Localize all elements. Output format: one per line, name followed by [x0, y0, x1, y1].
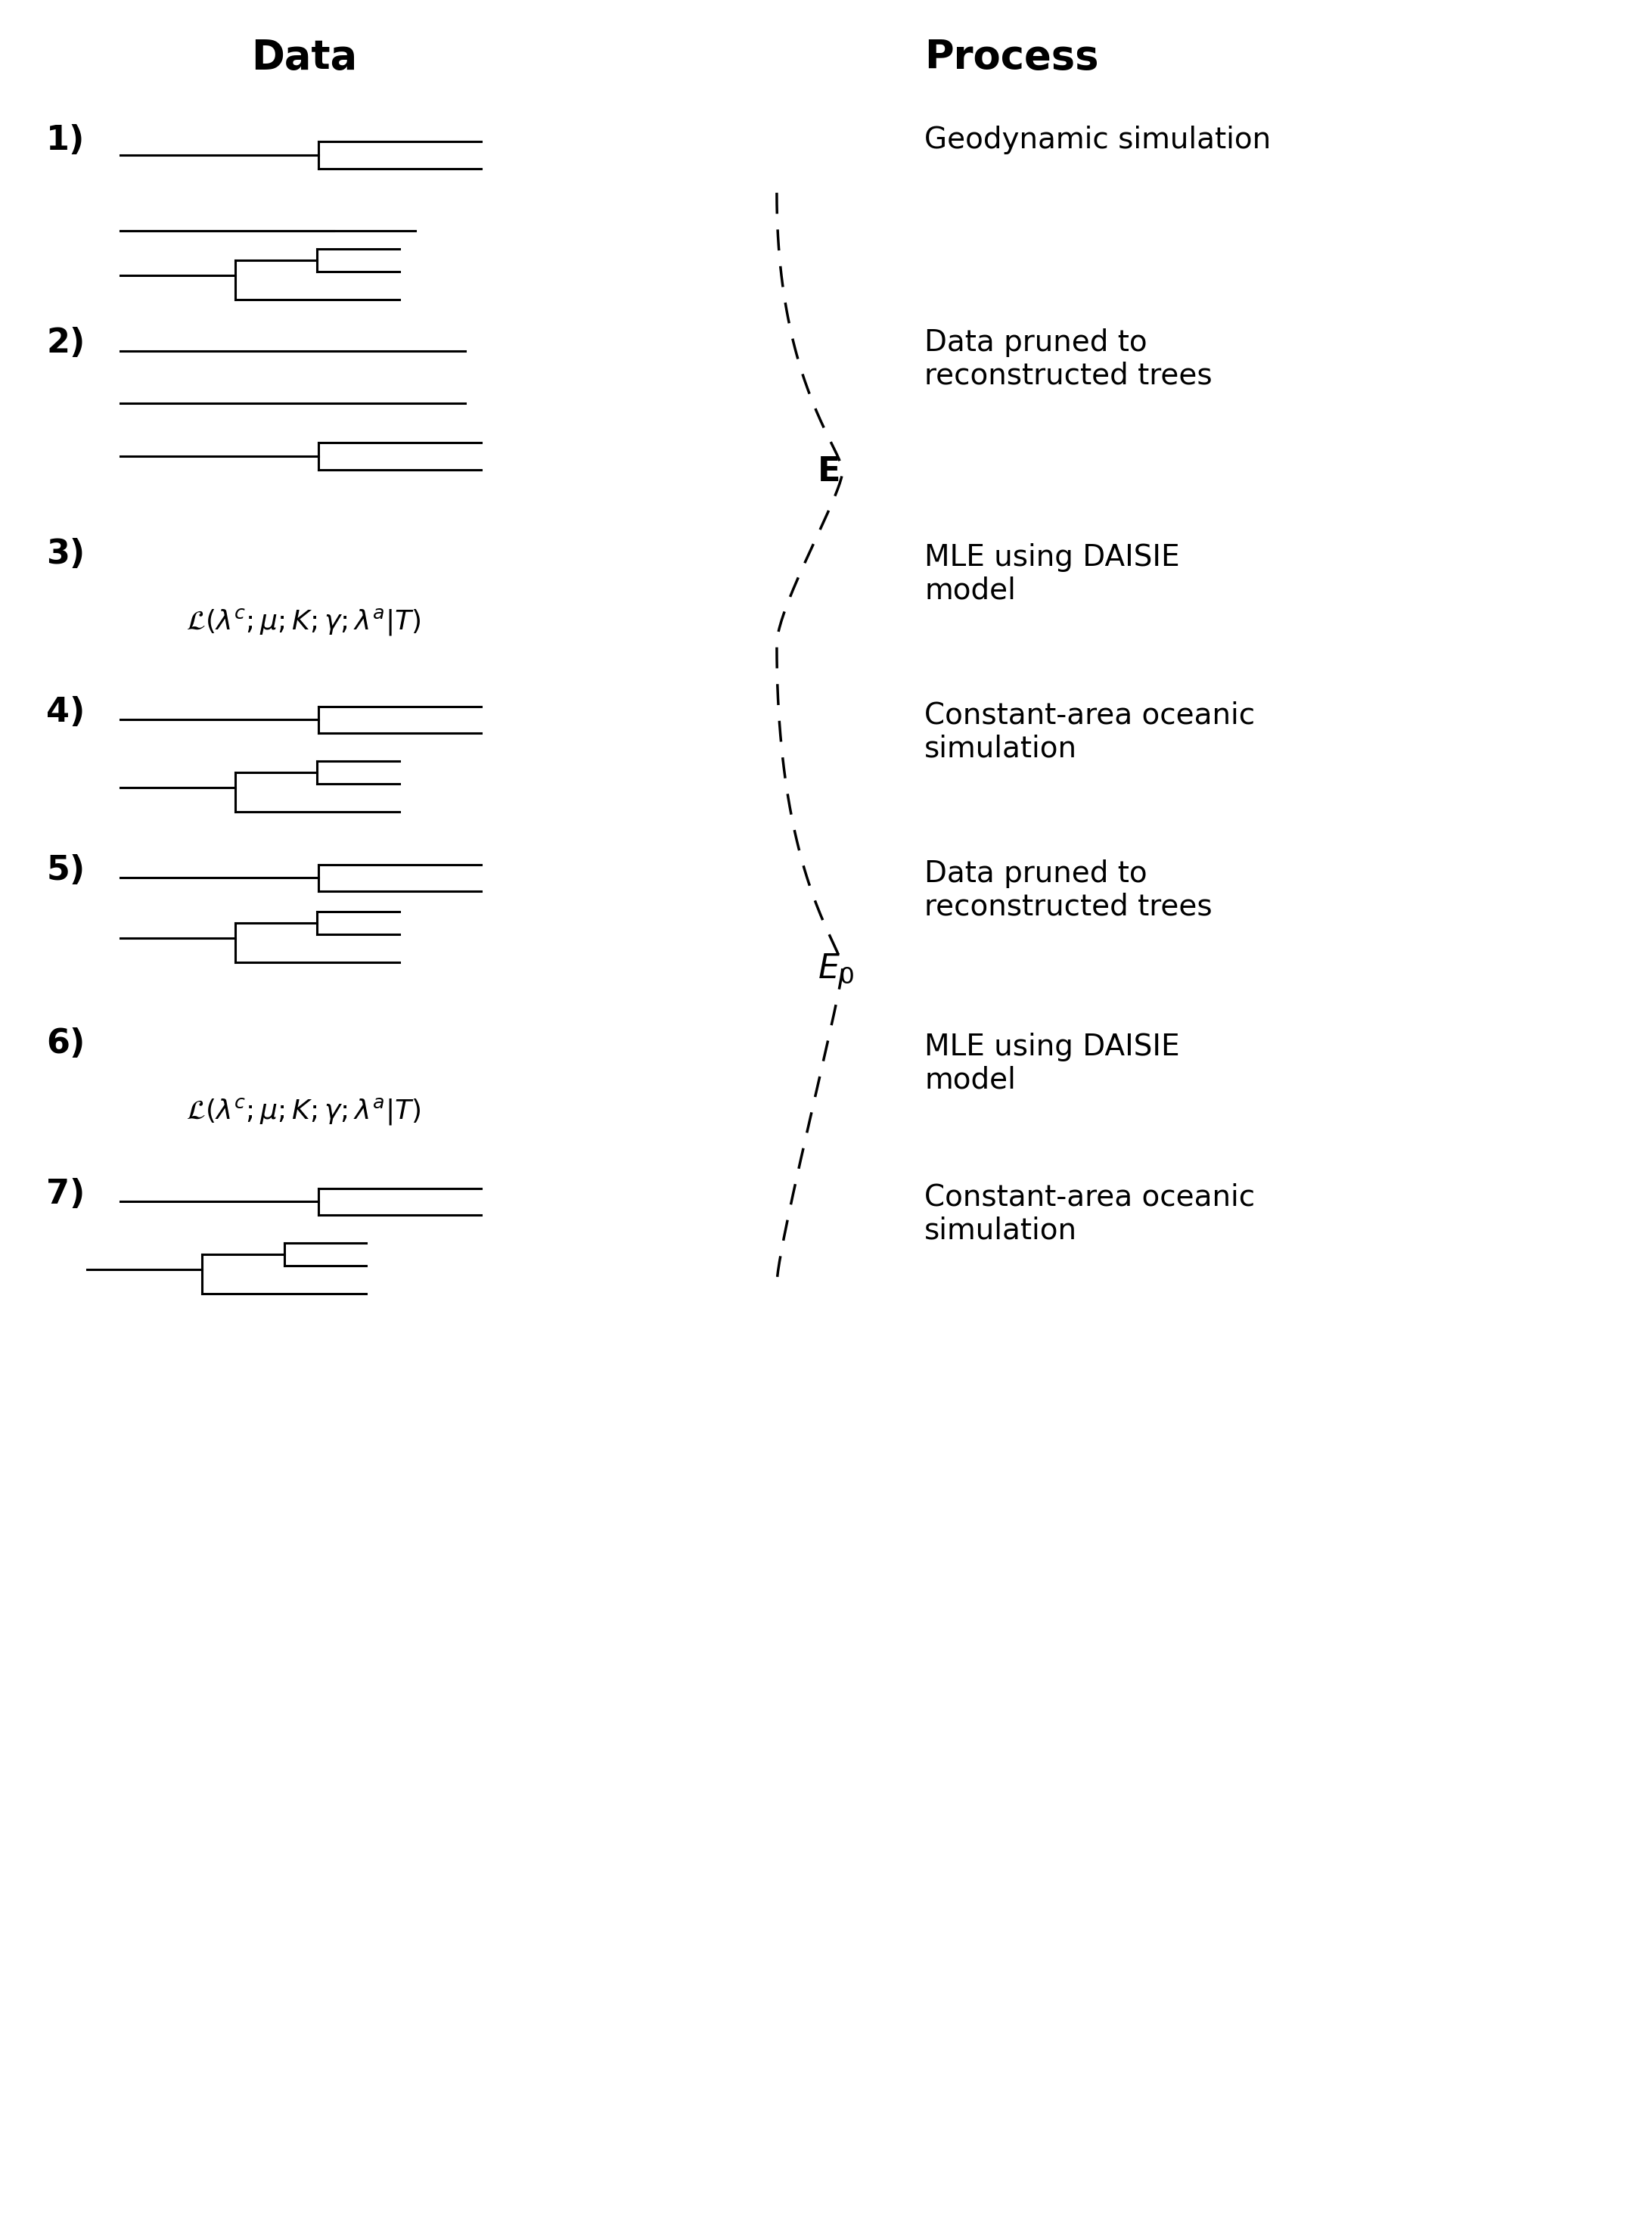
Text: 4): 4) [46, 696, 86, 730]
Text: Data: Data [251, 38, 357, 76]
Text: Data pruned to
reconstructed trees: Data pruned to reconstructed trees [925, 859, 1213, 921]
Text: 7): 7) [46, 1178, 86, 1211]
Text: Data pruned to
reconstructed trees: Data pruned to reconstructed trees [925, 328, 1213, 390]
Text: $\mathcal{L}(\lambda^c; \mu; K; \gamma; \lambda^a | T)$: $\mathcal{L}(\lambda^c; \mu; K; \gamma; … [185, 607, 421, 638]
Text: 3): 3) [46, 538, 84, 571]
Text: Process: Process [925, 38, 1099, 76]
Text: E: E [818, 455, 841, 489]
Text: MLE using DAISIE
model: MLE using DAISIE model [925, 542, 1180, 605]
Text: 5): 5) [46, 854, 84, 886]
Text: 1): 1) [46, 123, 86, 156]
Text: MLE using DAISIE
model: MLE using DAISIE model [925, 1033, 1180, 1095]
Text: 6): 6) [46, 1026, 86, 1060]
Text: Constant-area oceanic
simulation: Constant-area oceanic simulation [925, 701, 1256, 763]
Text: Constant-area oceanic
simulation: Constant-area oceanic simulation [925, 1182, 1256, 1245]
Text: Geodynamic simulation: Geodynamic simulation [925, 125, 1270, 154]
Text: $E_0$: $E_0$ [818, 953, 854, 984]
Text: 2): 2) [46, 328, 86, 359]
Text: $\mathcal{L}(\lambda^c; \mu; K; \gamma; \lambda^a | T)$: $\mathcal{L}(\lambda^c; \mu; K; \gamma; … [185, 1095, 421, 1127]
